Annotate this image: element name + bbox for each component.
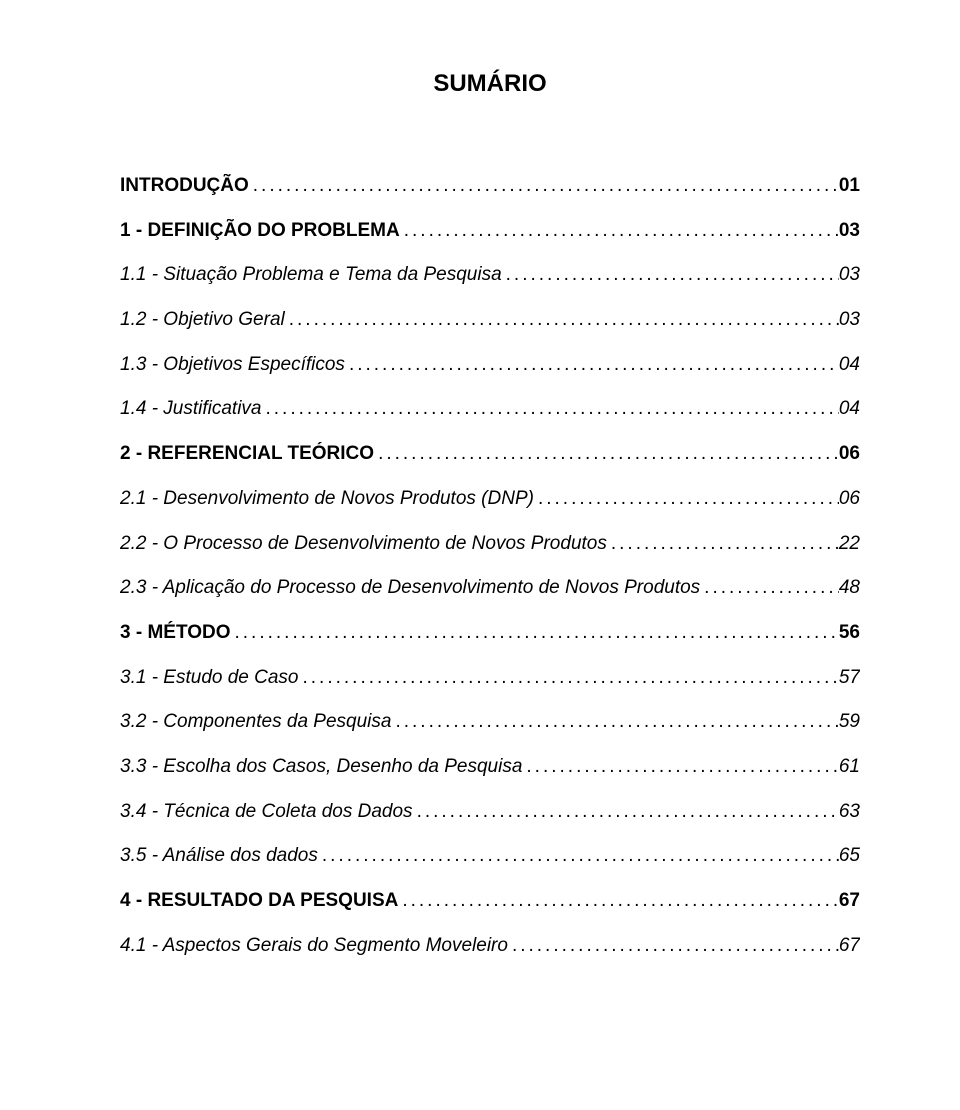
toc-entry-label: 3 - MÉTODO — [120, 621, 231, 646]
toc-entry-label: 4 - RESULTADO DA PESQUISA — [120, 889, 398, 914]
toc-leader-dots — [607, 532, 839, 557]
toc-entry-label: INTRODUÇÃO — [120, 174, 249, 199]
toc-row: 1.3 - Objetivos Específicos 04 — [120, 353, 860, 378]
toc-entry-page: 22 — [839, 532, 860, 557]
toc-entry-page: 56 — [839, 621, 860, 646]
toc-entry-label: 3.1 - Estudo de Caso — [120, 666, 299, 691]
toc-leader-dots — [318, 844, 839, 869]
toc-entry-label: 1.4 - Justificativa — [120, 397, 262, 422]
toc-entry-label: 3.3 - Escolha dos Casos, Desenho da Pesq… — [120, 755, 522, 780]
toc-row: 4 - RESULTADO DA PESQUISA 67 — [120, 889, 860, 914]
toc-entry-page: 63 — [839, 800, 860, 825]
toc-leader-dots — [285, 308, 839, 333]
toc-entry-label: 1.2 - Objetivo Geral — [120, 308, 285, 333]
toc-row: 3 - MÉTODO 56 — [120, 621, 860, 646]
toc-row: 1.1 - Situação Problema e Tema da Pesqui… — [120, 263, 860, 288]
toc-leader-dots — [374, 442, 839, 467]
toc-entry-label: 2.2 - O Processo de Desenvolvimento de N… — [120, 532, 607, 557]
toc-entry-label: 2 - REFERENCIAL TEÓRICO — [120, 442, 374, 467]
toc-entry-page: 03 — [839, 219, 860, 244]
toc-row: 1.2 - Objetivo Geral 03 — [120, 308, 860, 333]
toc-leader-dots — [502, 263, 839, 288]
toc-entry-label: 3.5 - Análise dos dados — [120, 844, 318, 869]
toc-leader-dots — [508, 934, 839, 959]
toc-row: 2.2 - O Processo de Desenvolvimento de N… — [120, 532, 860, 557]
toc-row: 1 - DEFINIÇÃO DO PROBLEMA 03 — [120, 219, 860, 244]
toc-leader-dots — [522, 755, 838, 780]
toc-entry-page: 59 — [839, 710, 860, 735]
toc-entry-label: 1.3 - Objetivos Específicos — [120, 353, 345, 378]
page-title: SUMÁRIO — [120, 70, 860, 98]
toc-leader-dots — [413, 800, 839, 825]
toc-row: 2.3 - Aplicação do Processo de Desenvolv… — [120, 576, 860, 601]
toc-entry-label: 2.1 - Desenvolvimento de Novos Produtos … — [120, 487, 534, 512]
toc-row: 1.4 - Justificativa 04 — [120, 397, 860, 422]
toc-row: 4.1 - Aspectos Gerais do Segmento Movele… — [120, 934, 860, 959]
toc-entry-page: 48 — [839, 576, 860, 601]
toc-row: 3.4 - Técnica de Coleta dos Dados 63 — [120, 800, 860, 825]
toc-entry-page: 04 — [839, 397, 860, 422]
toc-leader-dots — [345, 353, 839, 378]
toc-entry-page: 04 — [839, 353, 860, 378]
toc-entry-page: 67 — [839, 934, 860, 959]
toc-row: 3.2 - Componentes da Pesquisa 59 — [120, 710, 860, 735]
toc-entry-label: 4.1 - Aspectos Gerais do Segmento Movele… — [120, 934, 508, 959]
toc-entry-page: 67 — [839, 889, 860, 914]
toc-entry-label: 3.4 - Técnica de Coleta dos Dados — [120, 800, 413, 825]
toc-leader-dots — [700, 576, 839, 601]
toc-entry-page: 03 — [839, 263, 860, 288]
toc-entry-page: 57 — [839, 666, 860, 691]
toc-row: 3.5 - Análise dos dados 65 — [120, 844, 860, 869]
toc-entry-page: 06 — [839, 487, 860, 512]
toc-entry-label: 3.2 - Componentes da Pesquisa — [120, 710, 391, 735]
toc-leader-dots — [400, 219, 839, 244]
toc-entry-label: 1.1 - Situação Problema e Tema da Pesqui… — [120, 263, 502, 288]
toc-entry-page: 03 — [839, 308, 860, 333]
toc-entry-label: 2.3 - Aplicação do Processo de Desenvolv… — [120, 576, 700, 601]
toc-entry-page: 06 — [839, 442, 860, 467]
toc-leader-dots — [391, 710, 838, 735]
toc-leader-dots — [231, 621, 839, 646]
toc-leader-dots — [249, 174, 839, 199]
table-of-contents: INTRODUÇÃO011 - DEFINIÇÃO DO PROBLEMA031… — [120, 174, 860, 958]
toc-row: 2 - REFERENCIAL TEÓRICO 06 — [120, 442, 860, 467]
toc-row: 3.3 - Escolha dos Casos, Desenho da Pesq… — [120, 755, 860, 780]
toc-row: 3.1 - Estudo de Caso 57 — [120, 666, 860, 691]
toc-leader-dots — [262, 397, 839, 422]
toc-entry-page: 01 — [839, 174, 860, 199]
toc-entry-page: 65 — [839, 844, 860, 869]
toc-leader-dots — [398, 889, 839, 914]
toc-leader-dots — [299, 666, 839, 691]
toc-leader-dots — [534, 487, 839, 512]
toc-row: INTRODUÇÃO 01 — [120, 174, 860, 199]
toc-entry-page: 61 — [839, 755, 860, 780]
toc-row: 2.1 - Desenvolvimento de Novos Produtos … — [120, 487, 860, 512]
toc-entry-label: 1 - DEFINIÇÃO DO PROBLEMA — [120, 219, 400, 244]
